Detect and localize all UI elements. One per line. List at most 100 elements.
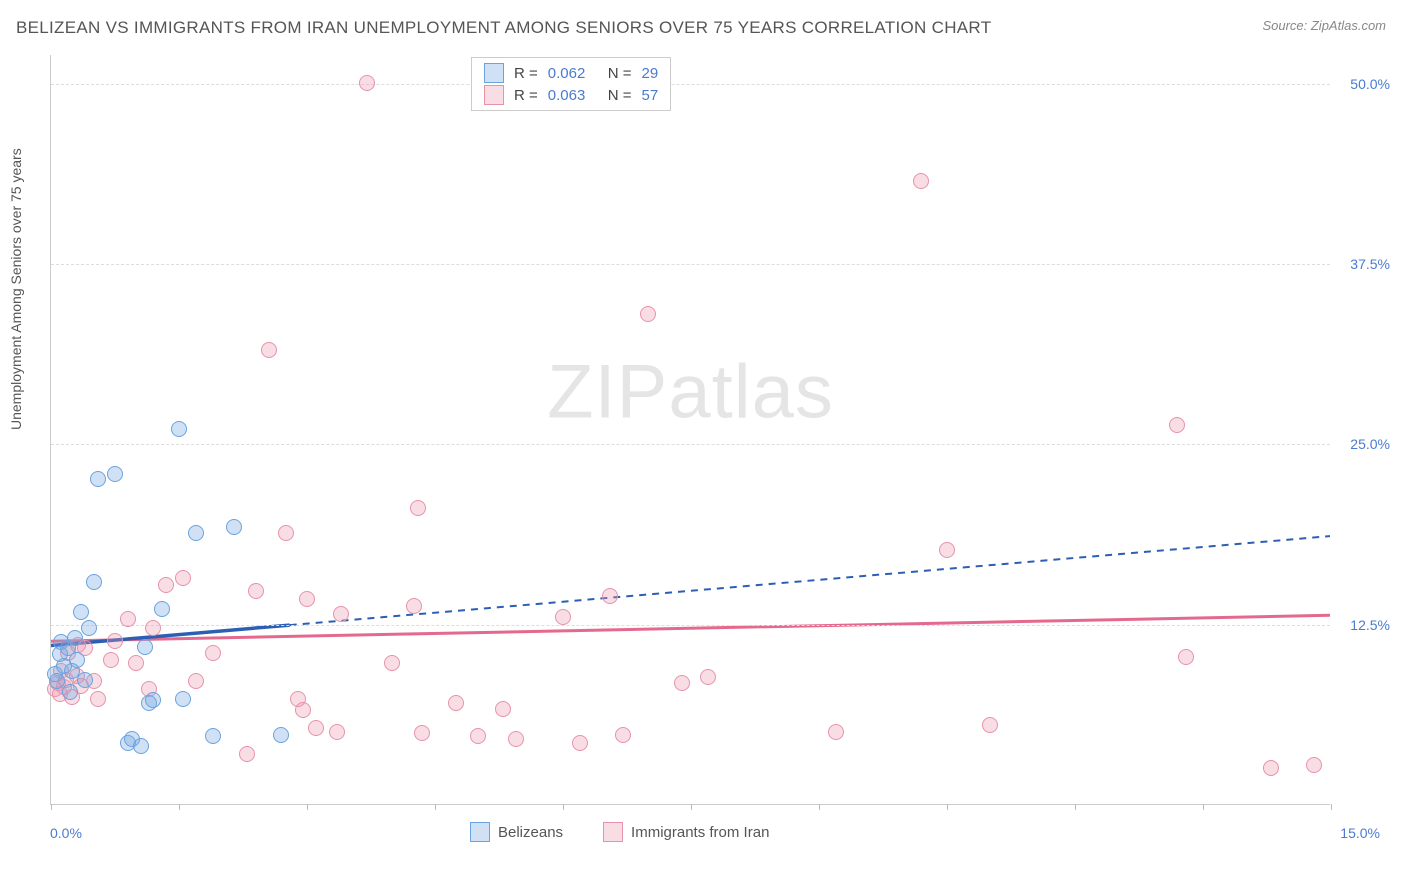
scatter-point-belizeans (86, 574, 102, 590)
scatter-point-iran (128, 655, 144, 671)
n-value-iran: 57 (642, 87, 659, 104)
scatter-point-iran (359, 75, 375, 91)
x-tick (819, 804, 820, 810)
watermark: ZIPatlas (547, 349, 834, 436)
scatter-point-belizeans (67, 630, 83, 646)
scatter-point-belizeans (188, 525, 204, 541)
scatter-point-iran (508, 731, 524, 747)
scatter-point-iran (700, 669, 716, 685)
legend-swatch-iran (484, 85, 504, 105)
x-axis-max-label: 15.0% (1340, 825, 1380, 841)
scatter-point-iran (384, 655, 400, 671)
scatter-point-iran (448, 695, 464, 711)
x-tick (691, 804, 692, 810)
scatter-point-iran (1306, 757, 1322, 773)
scatter-point-iran (107, 633, 123, 649)
scatter-point-iran (470, 728, 486, 744)
scatter-point-iran (158, 577, 174, 593)
scatter-point-iran (175, 570, 191, 586)
scatter-point-iran (674, 675, 690, 691)
legend-item-iran: Immigrants from Iran (603, 822, 769, 842)
r-label: R = (514, 65, 538, 82)
scatter-point-belizeans (154, 601, 170, 617)
legend-swatch-belizeans-b (470, 822, 490, 842)
y-axis-label: Unemployment Among Seniors over 75 years (8, 148, 24, 430)
legend-label-belizeans: Belizeans (498, 824, 563, 841)
scatter-point-iran (414, 725, 430, 741)
scatter-point-belizeans (81, 620, 97, 636)
header-row: BELIZEAN VS IMMIGRANTS FROM IRAN UNEMPLO… (16, 18, 1386, 38)
scatter-point-belizeans (226, 519, 242, 535)
x-axis-min-label: 0.0% (50, 825, 82, 841)
scatter-point-belizeans (133, 738, 149, 754)
y-tick-label: 37.5% (1350, 256, 1390, 272)
scatter-point-iran (495, 701, 511, 717)
scatter-point-iran (828, 724, 844, 740)
scatter-point-iran (278, 525, 294, 541)
gridline-h (51, 444, 1330, 445)
r-value-belizeans: 0.062 (548, 65, 598, 82)
scatter-point-iran (406, 598, 422, 614)
scatter-point-iran (103, 652, 119, 668)
scatter-point-iran (640, 306, 656, 322)
legend-row-iran: R = 0.063 N = 57 (484, 84, 658, 106)
scatter-point-iran (1178, 649, 1194, 665)
scatter-point-iran (248, 583, 264, 599)
scatter-point-iran (239, 746, 255, 762)
n-value-belizeans: 29 (642, 65, 659, 82)
scatter-point-belizeans (205, 728, 221, 744)
scatter-point-iran (939, 542, 955, 558)
scatter-point-iran (295, 702, 311, 718)
gridline-h (51, 625, 1330, 626)
scatter-point-iran (913, 173, 929, 189)
scatter-point-iran (572, 735, 588, 751)
x-tick (435, 804, 436, 810)
scatter-point-iran (261, 342, 277, 358)
scatter-point-belizeans (137, 639, 153, 655)
legend-row-belizeans: R = 0.062 N = 29 (484, 62, 658, 84)
scatter-point-iran (1263, 760, 1279, 776)
plot-area: ZIPatlas R = 0.062 N = 29 R = 0.063 N = … (50, 55, 1330, 805)
scatter-point-belizeans (107, 466, 123, 482)
n-label: N = (608, 87, 632, 104)
scatter-point-iran (982, 717, 998, 733)
legend-label-iran: Immigrants from Iran (631, 824, 769, 841)
scatter-point-iran (120, 611, 136, 627)
scatter-point-belizeans (73, 604, 89, 620)
scatter-point-belizeans (171, 421, 187, 437)
scatter-point-iran (90, 691, 106, 707)
y-tick-label: 25.0% (1350, 436, 1390, 452)
scatter-point-iran (145, 620, 161, 636)
scatter-point-iran (329, 724, 345, 740)
scatter-point-belizeans (77, 672, 93, 688)
scatter-point-iran (410, 500, 426, 516)
r-label: R = (514, 87, 538, 104)
gridline-h (51, 84, 1330, 85)
legend-series: Belizeans Immigrants from Iran (470, 822, 769, 842)
scatter-point-iran (188, 673, 204, 689)
scatter-point-belizeans (62, 684, 78, 700)
chart-title: BELIZEAN VS IMMIGRANTS FROM IRAN UNEMPLO… (16, 18, 991, 38)
scatter-point-iran (1169, 417, 1185, 433)
scatter-point-belizeans (175, 691, 191, 707)
scatter-point-iran (308, 720, 324, 736)
y-tick-label: 12.5% (1350, 617, 1390, 633)
scatter-point-belizeans (273, 727, 289, 743)
source-label: Source: ZipAtlas.com (1262, 18, 1386, 33)
legend-item-belizeans: Belizeans (470, 822, 563, 842)
x-tick (563, 804, 564, 810)
scatter-point-belizeans (145, 692, 161, 708)
scatter-point-iran (555, 609, 571, 625)
scatter-point-iran (205, 645, 221, 661)
scatter-point-belizeans (90, 471, 106, 487)
x-tick (51, 804, 52, 810)
x-tick (1075, 804, 1076, 810)
legend-swatch-belizeans (484, 63, 504, 83)
x-tick (179, 804, 180, 810)
legend-swatch-iran-b (603, 822, 623, 842)
x-tick (307, 804, 308, 810)
y-tick-label: 50.0% (1350, 76, 1390, 92)
x-tick (1331, 804, 1332, 810)
legend-correlation-box: R = 0.062 N = 29 R = 0.063 N = 57 (471, 57, 671, 111)
scatter-point-iran (602, 588, 618, 604)
